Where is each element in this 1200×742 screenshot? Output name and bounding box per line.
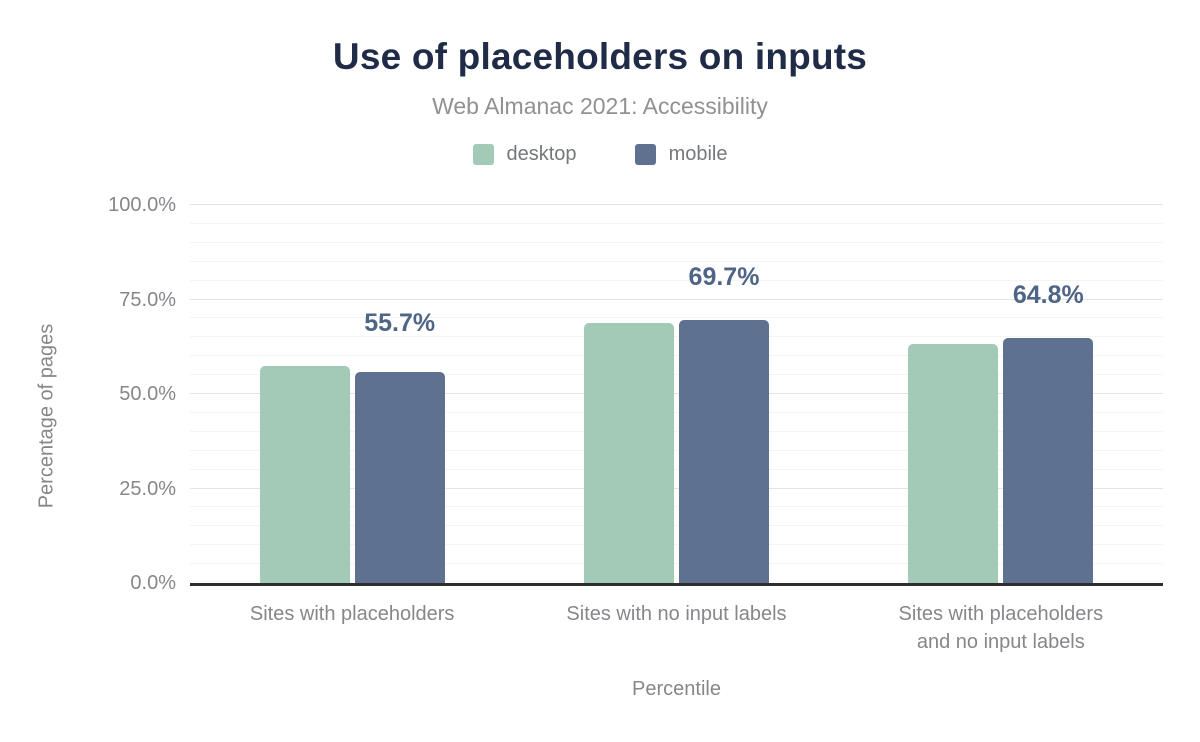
gridlines xyxy=(190,204,1163,583)
legend-item-mobile: mobile xyxy=(634,143,728,166)
bar-mobile[interactable] xyxy=(678,319,769,583)
data-label: 64.8% xyxy=(1012,281,1084,310)
x-tick-label: Sites with placeholders xyxy=(249,603,455,625)
gridline xyxy=(190,374,1163,376)
y-axis-ticks: 0.0% 25.0% 50.0% 75.0% 100.0% xyxy=(0,194,176,594)
gridline xyxy=(190,411,1163,413)
data-label: 55.7% xyxy=(364,309,436,338)
gridline xyxy=(190,525,1163,527)
data-label: 69.7% xyxy=(688,262,760,291)
gridline xyxy=(190,317,1163,319)
gridline xyxy=(190,563,1163,565)
gridline xyxy=(190,430,1163,432)
gridline xyxy=(190,222,1163,224)
bar-group: 69.7% Sites with no input labels xyxy=(514,205,838,625)
gridline xyxy=(190,204,1163,205)
bar-mobile[interactable] xyxy=(1003,338,1094,583)
legend-swatch-desktop-icon xyxy=(472,144,494,165)
bar-desktop[interactable] xyxy=(583,322,674,583)
y-tick-label: 100.0% xyxy=(108,194,176,216)
x-tick-label: Sites with placeholders and no input lab… xyxy=(898,603,1104,653)
legend-label-mobile: mobile xyxy=(668,143,728,165)
bar-group: 55.7% Sites with placeholders xyxy=(190,205,514,625)
gridline xyxy=(190,506,1163,508)
gridline xyxy=(190,544,1163,546)
gridline xyxy=(190,468,1163,470)
bar-mobile[interactable] xyxy=(354,372,445,583)
x-tick-label: Sites with no input labels xyxy=(566,603,787,625)
bar-groups: 55.7% Sites with placeholders 69.7% Sites w… xyxy=(190,205,1163,653)
y-tick-label: 75.0% xyxy=(119,288,176,311)
bar-desktop[interactable] xyxy=(908,343,999,583)
chart-subtitle: Web Almanac 2021: Accessibility xyxy=(432,93,768,119)
plot-area: 55.7% Sites with placeholders 69.7% Sites w… xyxy=(190,204,1163,653)
x-axis-title: Percentile xyxy=(632,678,721,700)
gridline xyxy=(190,241,1163,243)
bar-group: 64.8% Sites with placeholders and no inpu… xyxy=(839,205,1163,653)
legend-swatch-mobile-icon xyxy=(634,144,656,165)
bar-desktop[interactable] xyxy=(259,366,350,583)
gridline xyxy=(190,298,1163,300)
y-tick-label: 50.0% xyxy=(119,383,176,405)
gridline xyxy=(190,260,1163,262)
gridline xyxy=(190,279,1163,281)
gridline xyxy=(190,449,1163,451)
legend-item-desktop: desktop xyxy=(472,143,577,166)
chart-title: Use of placeholders on inputs xyxy=(332,36,868,77)
y-tick-label: 25.0% xyxy=(119,477,176,500)
x-axis-line xyxy=(190,583,1163,586)
y-tick-label: 0.0% xyxy=(130,572,176,594)
legend: desktop mobile xyxy=(0,143,1200,166)
legend-label-desktop: desktop xyxy=(506,143,577,165)
gridline xyxy=(190,336,1163,338)
gridline xyxy=(190,393,1163,394)
gridline xyxy=(190,355,1163,357)
gridline xyxy=(190,487,1163,489)
